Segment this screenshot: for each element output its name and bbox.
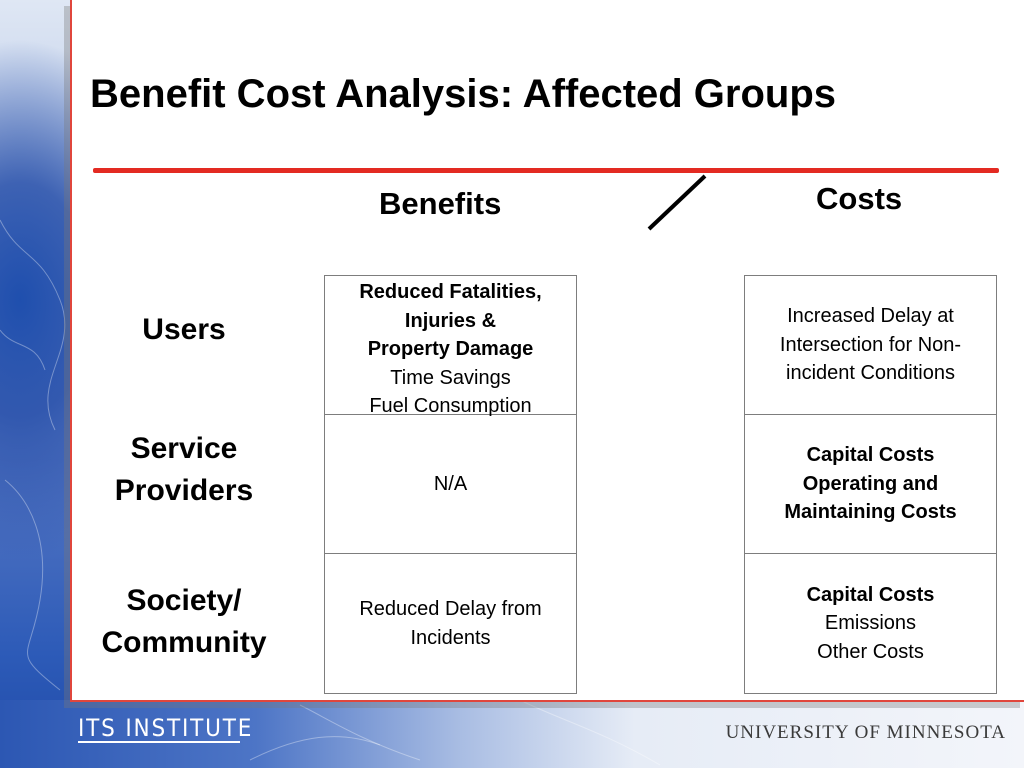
title-underline (93, 168, 999, 173)
row-header-line: Service (130, 432, 238, 465)
benefits-cell-service-providers: N/A (325, 415, 576, 554)
row-header-line: Community (101, 626, 267, 659)
cell-text: Intersection for Non- (779, 333, 962, 356)
benefits-header: Benefits (379, 186, 502, 221)
costs-cell-service-providers: Capital Costs Operating and Maintaining … (745, 415, 996, 554)
cell-text: Property Damage (367, 338, 534, 360)
row-header-society-community: Society/ Community (84, 580, 284, 664)
its-institute-logo: ITS INSTITUTE (78, 714, 254, 742)
cell-text: Emissions (824, 612, 917, 635)
cell-text: incident Conditions (786, 362, 955, 385)
cell-text: N/A (433, 472, 468, 495)
cell-text: Fuel Consumption (369, 395, 532, 417)
cell-text: Reduced Delay from (359, 598, 542, 620)
row-header-users: Users (84, 309, 284, 351)
costs-cell-society-community: Capital Costs Emissions Other Costs (745, 554, 996, 693)
benefits-table: Reduced Fatalities, Injuries & Property … (324, 275, 577, 694)
costs-table: Increased Delay at Intersection for Non-… (744, 275, 997, 694)
row-header-line: Users (142, 313, 226, 346)
row-header-line: Providers (114, 474, 254, 507)
cell-text: Maintaining Costs (784, 501, 957, 524)
row-header-service-providers: Service Providers (84, 428, 284, 512)
cell-text: Other Costs (817, 640, 924, 663)
footer-band (0, 700, 1024, 768)
benefits-cell-society-community: Reduced Delay from Incidents (325, 554, 576, 693)
divider-slash (647, 174, 707, 231)
row-header-line: Society/ (126, 584, 242, 617)
slide-title: Benefit Cost Analysis: Affected Groups (90, 72, 837, 116)
cell-text: Reduced Fatalities, (359, 281, 542, 303)
cell-text: Operating and (802, 472, 939, 495)
cell-text: Incidents (410, 626, 491, 649)
cell-text: Capital Costs (806, 583, 935, 606)
cell-text: Increased Delay at (787, 305, 954, 328)
cell-text: Capital Costs (806, 444, 935, 467)
costs-cell-users: Increased Delay at Intersection for Non-… (745, 276, 996, 415)
cell-text: Time Savings (390, 366, 511, 389)
cell-text: Injuries & (404, 309, 497, 332)
university-of-minnesota-logo: UNIVERSITY OF MINNESOTA (725, 722, 1006, 743)
costs-header: Costs (816, 181, 903, 216)
its-logo-underline (78, 741, 240, 743)
benefits-cell-users: Reduced Fatalities, Injuries & Property … (325, 276, 576, 417)
